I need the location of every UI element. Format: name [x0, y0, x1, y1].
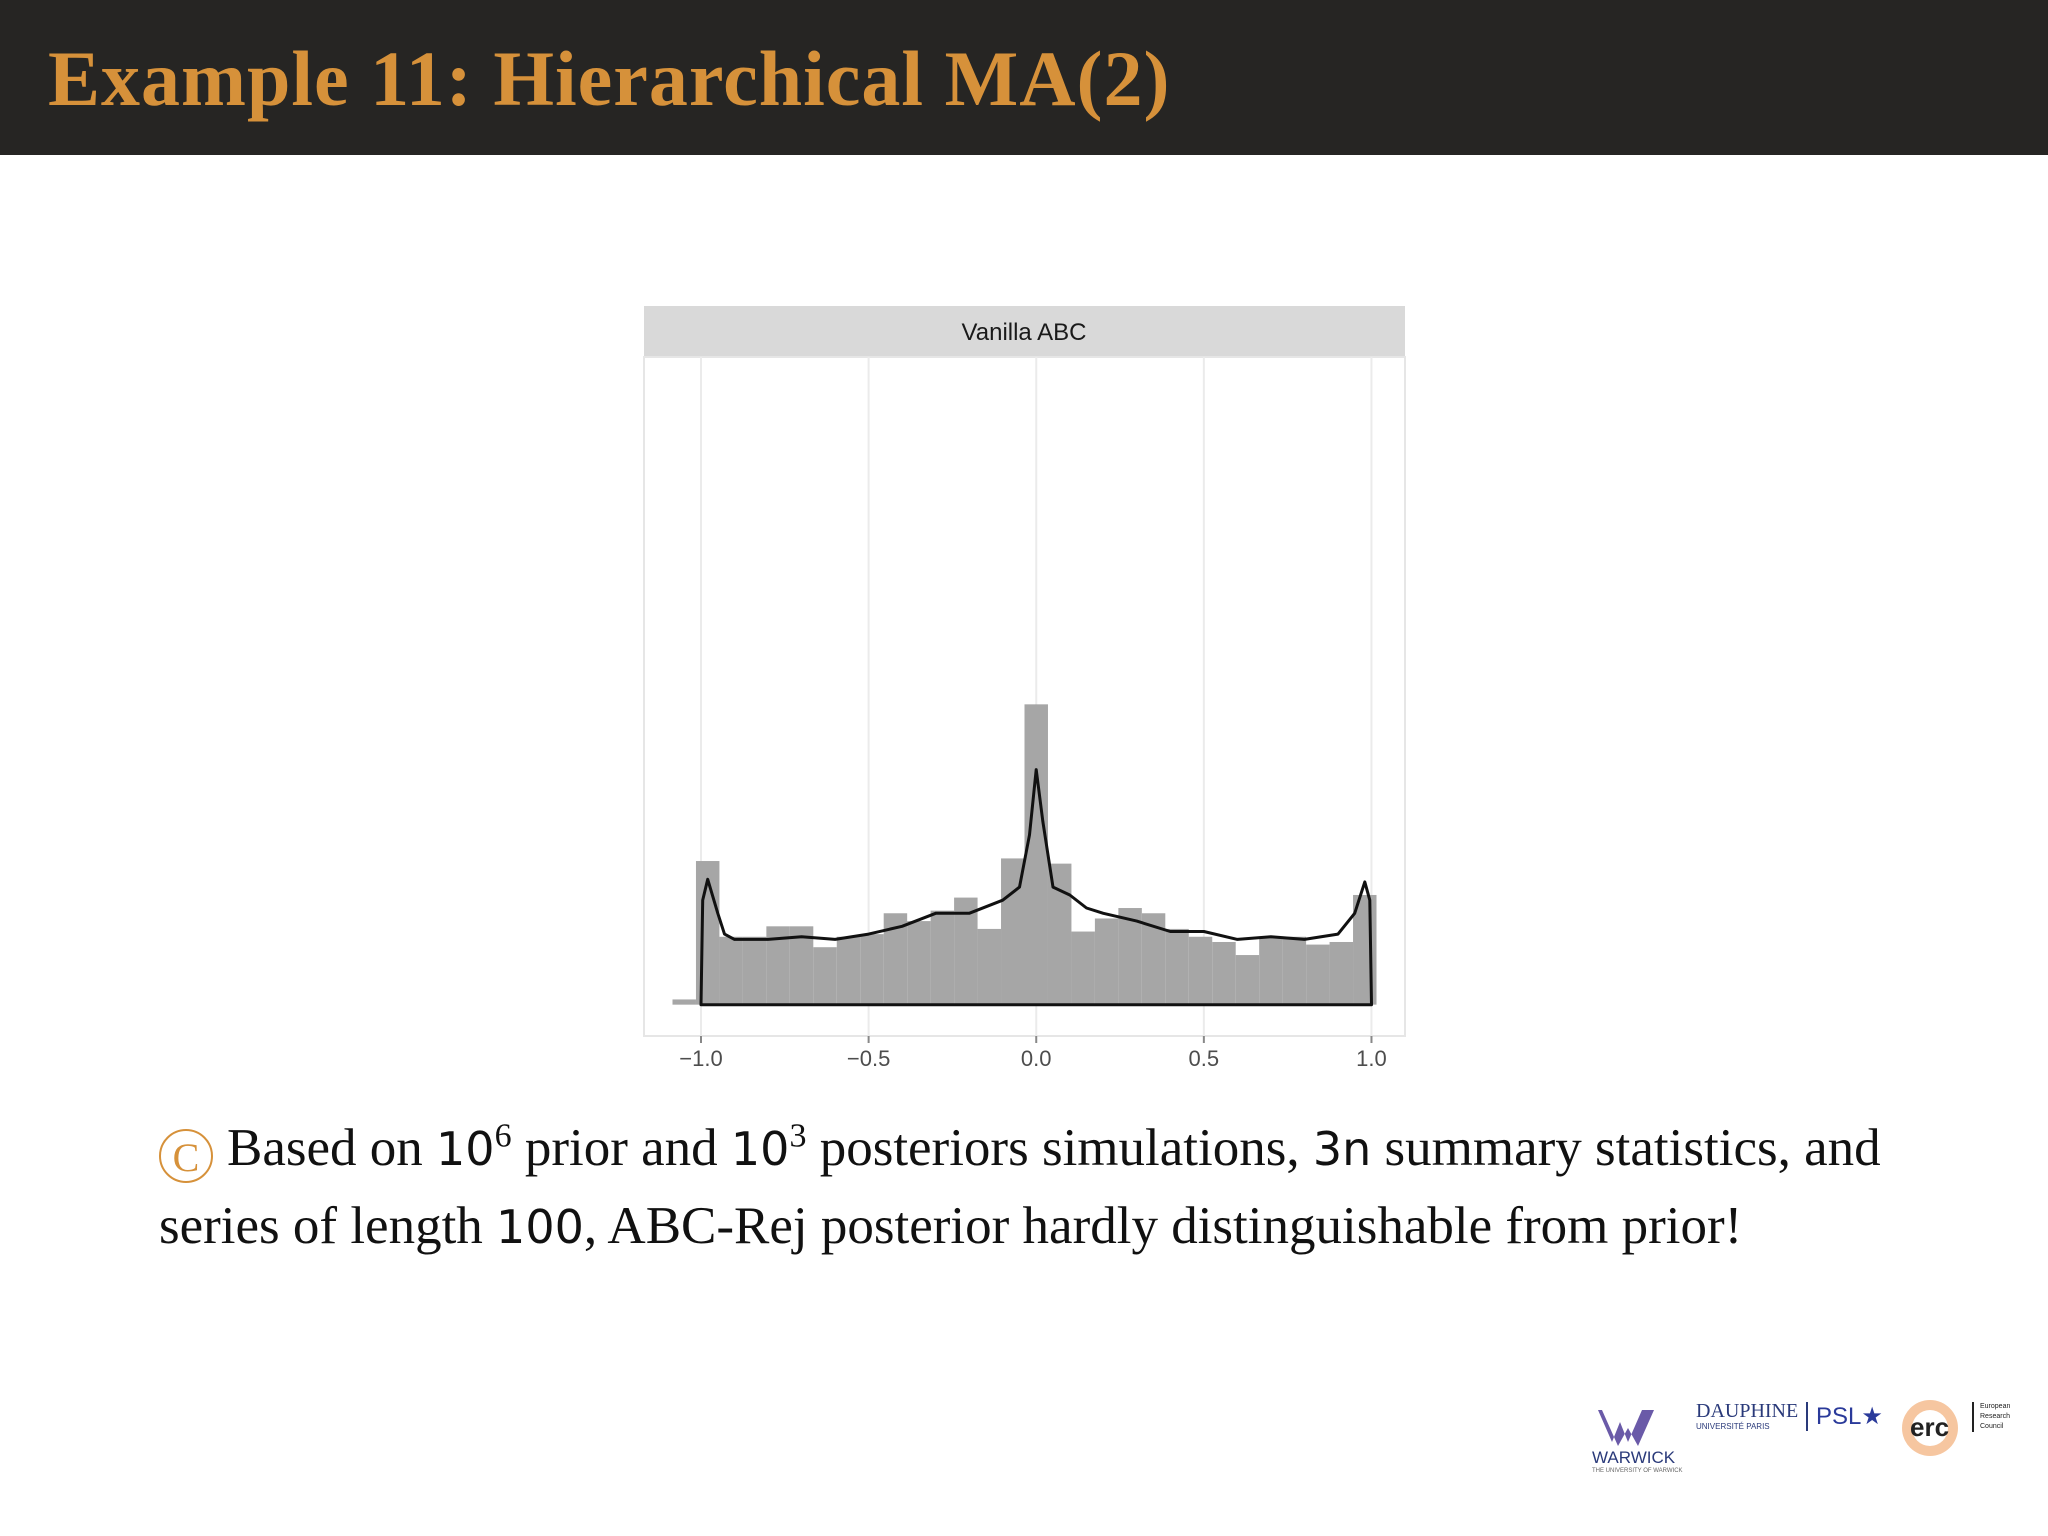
math: 10: [730, 1122, 790, 1176]
body-text: C Based on 106 prior and 103 posteriors s…: [159, 1110, 1919, 1266]
bar: [1001, 858, 1025, 1005]
bar: [1282, 936, 1307, 1005]
math: 100: [496, 1200, 584, 1254]
bar: [1212, 941, 1236, 1005]
math: 6: [494, 1117, 512, 1155]
bar: [836, 936, 861, 1005]
text: Based on: [227, 1119, 437, 1177]
dauphine-logo: DAUPHINE: [1696, 1400, 1799, 1422]
dauphine-sub: UNIVERSITÉ PARIS: [1696, 1422, 1770, 1431]
x-tick-label: −1.0: [679, 1046, 722, 1071]
density-line: [699, 768, 1373, 1007]
bar: [719, 936, 743, 1005]
text: posteriors simulations,: [806, 1119, 1313, 1177]
math: 3: [789, 1117, 807, 1155]
bar: [1024, 704, 1048, 1005]
warwick-logo: WARWICK: [1592, 1448, 1676, 1467]
warwick-icon: [1598, 1410, 1654, 1446]
facet-title: Vanilla ABC: [962, 319, 1087, 346]
bar: [766, 926, 790, 1005]
chart: Vanilla ABC −1.0 −0.5 0.0 0.5 1.0: [643, 306, 1406, 1071]
x-tick-label: 0.5: [1189, 1046, 1220, 1071]
bar: [1188, 936, 1213, 1005]
text: summary statistics, and series of length: [159, 1119, 1881, 1255]
bar: [1118, 908, 1142, 1005]
bar: [930, 910, 955, 1005]
bar: [1071, 931, 1095, 1005]
erc-sub-line: Council: [1980, 1423, 2004, 1430]
text: prior and: [511, 1119, 731, 1177]
bar: [1306, 944, 1330, 1005]
math: 10: [436, 1122, 495, 1176]
title-bar: [0, 0, 2048, 155]
bar: [883, 913, 908, 1005]
bar: [1141, 913, 1166, 1005]
warwick-sub: THE UNIVERSITY OF WARWICK: [1592, 1468, 1683, 1474]
bar: [672, 999, 696, 1005]
bar: [1329, 941, 1354, 1005]
bar: [742, 936, 767, 1005]
bar: [977, 928, 1002, 1005]
erc-sub-line: Research: [1980, 1413, 2010, 1420]
slide-title: Example 11: Hierarchical MA(2): [48, 35, 1171, 122]
bar: [1165, 928, 1189, 1005]
bar: [813, 947, 837, 1005]
copyright-symbol: C: [159, 1129, 213, 1183]
bar: [907, 921, 931, 1005]
bar: [1235, 955, 1260, 1005]
psl-logo: PSL★: [1806, 1402, 1883, 1431]
erc-icon: [1902, 1400, 1958, 1456]
facet-strip: [644, 306, 1405, 357]
x-tick-label: 1.0: [1356, 1046, 1387, 1071]
text: , ABC-Rej posterior hardly distinguishab…: [583, 1197, 1743, 1255]
bar: [1047, 863, 1072, 1005]
bar: [1094, 918, 1119, 1005]
erc-logo: erc: [1910, 1412, 1950, 1442]
bar: [1259, 936, 1283, 1005]
erc-sub: European Research Council: [1972, 1402, 2010, 1432]
bar: [954, 897, 978, 1005]
x-tick-label: 0.0: [1021, 1046, 1052, 1071]
bar: [789, 926, 814, 1005]
erc-sub-line: European: [1980, 1403, 2011, 1410]
x-tick-label: −0.5: [847, 1046, 890, 1071]
math: 3n: [1312, 1122, 1372, 1176]
bar: [860, 934, 884, 1005]
